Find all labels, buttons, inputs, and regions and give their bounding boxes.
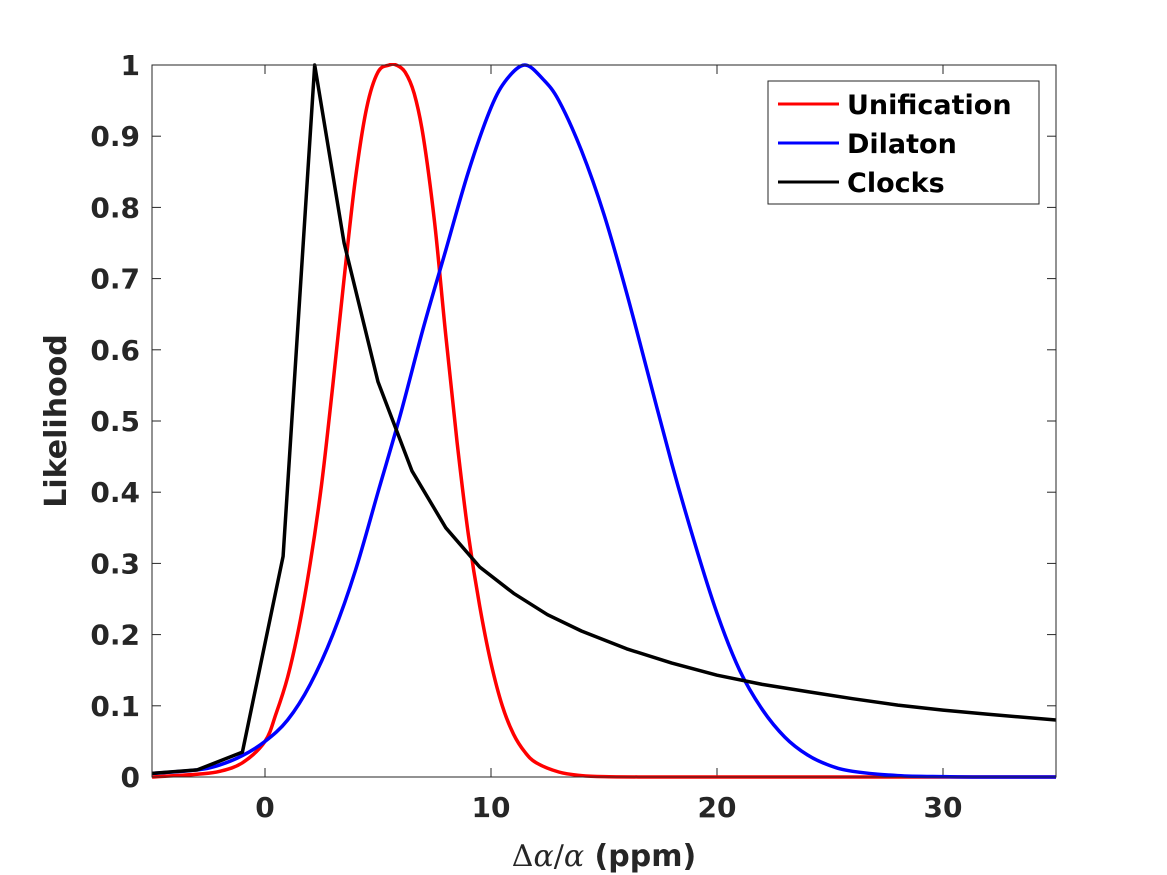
y-tick-label: 0.5 — [90, 405, 140, 438]
y-axis-label: Likelihood — [39, 334, 74, 508]
legend-label-unification: Unification — [847, 90, 1012, 121]
series-layer — [152, 63, 1056, 779]
y-tick-label: 0.9 — [90, 120, 140, 153]
x-tick-label: 30 — [924, 791, 963, 824]
legend: Unification Dilaton Clocks — [767, 80, 1040, 205]
legend-label-dilaton: Dilaton — [847, 129, 957, 160]
plot-frame — [151, 64, 1057, 778]
legend-label-clocks: Clocks — [847, 168, 945, 199]
y-tick-label: 0.4 — [90, 476, 140, 509]
x-tick-label: 10 — [472, 791, 511, 824]
x-tick-label: 0 — [255, 791, 274, 824]
series-line-clocks — [152, 63, 1056, 776]
y-tick-label: 0.6 — [90, 334, 140, 367]
y-tick-labels: 0 0.1 0.2 0.3 0.4 0.5 0.6 0.7 0.8 0.9 1 — [90, 49, 140, 794]
x-tick-labels: 0 10 20 30 — [255, 791, 962, 824]
x-axis-label: Δα/α (ppm) — [512, 839, 696, 874]
y-tick-label: 0.7 — [90, 263, 140, 296]
y-tick-label: 0.2 — [90, 619, 140, 652]
x-tick-label: 20 — [698, 791, 737, 824]
y-tick-label: 0.1 — [90, 690, 140, 723]
y-tick-label: 0 — [121, 761, 140, 794]
series-line-dilaton — [152, 63, 1056, 779]
series-line-unification — [152, 63, 1056, 779]
y-tick-label: 0.8 — [90, 191, 140, 224]
y-tick-label: 0.3 — [90, 547, 140, 580]
y-tick-label: 1 — [121, 49, 140, 82]
